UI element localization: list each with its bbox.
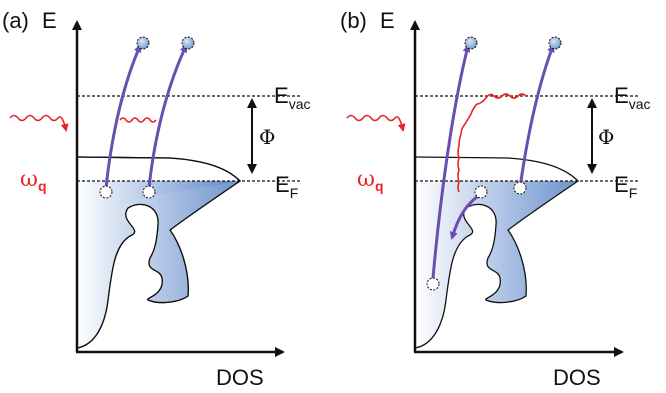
dos-axis-label: DOS: [216, 365, 264, 390]
electron-excitation-arrow-2: [518, 44, 555, 189]
fermi-level-label: EF: [275, 172, 298, 201]
relaxation-arrow: [449, 194, 479, 240]
scattering-photon-wave: [457, 93, 527, 193]
final-electron-2: [548, 36, 562, 50]
panel-b: (b) E DOS Evac EF Φ ωq: [340, 8, 650, 390]
electron-excitation-arrow-1: [431, 44, 471, 279]
dos-curve-outline: [414, 156, 580, 349]
hole-fermi: [474, 185, 488, 199]
work-function-label: Φ: [259, 125, 275, 149]
dos-fill-lobes: [415, 181, 578, 348]
fermi-level-label: EF: [614, 172, 637, 201]
panel-label: (b): [340, 8, 367, 33]
hole-1: [99, 185, 113, 199]
energy-axis-label: E: [380, 8, 395, 33]
final-electron-1: [464, 36, 478, 50]
photon-label: ωq: [20, 167, 47, 194]
incoming-photon-wave: [9, 114, 69, 132]
photon-label: ωq: [357, 167, 384, 194]
hole-fermi-2: [513, 181, 527, 195]
electron-excitation-arrow-1: [104, 44, 142, 189]
work-function-label: Φ: [598, 125, 614, 149]
vacuum-level-label: Evac: [614, 83, 650, 112]
energy-axis-label: E: [42, 8, 57, 33]
dos-fill-lobes: [77, 181, 240, 348]
panel-a: (a) E DOS Evac EF Φ ωq: [2, 8, 310, 390]
electron-excitation-arrow-2: [147, 44, 188, 189]
incoming-photon-wave: [346, 114, 406, 132]
hole-2: [142, 185, 156, 199]
final-electron-2: [181, 36, 195, 50]
dos-axis-label: DOS: [553, 365, 601, 390]
scattering-photon-wave: [119, 117, 157, 123]
hole-deep: [426, 277, 440, 291]
panel-label: (a): [2, 8, 29, 33]
dos-curve-outline: [76, 156, 242, 349]
vacuum-level-label: Evac: [274, 83, 310, 112]
final-electron-1: [136, 36, 150, 50]
